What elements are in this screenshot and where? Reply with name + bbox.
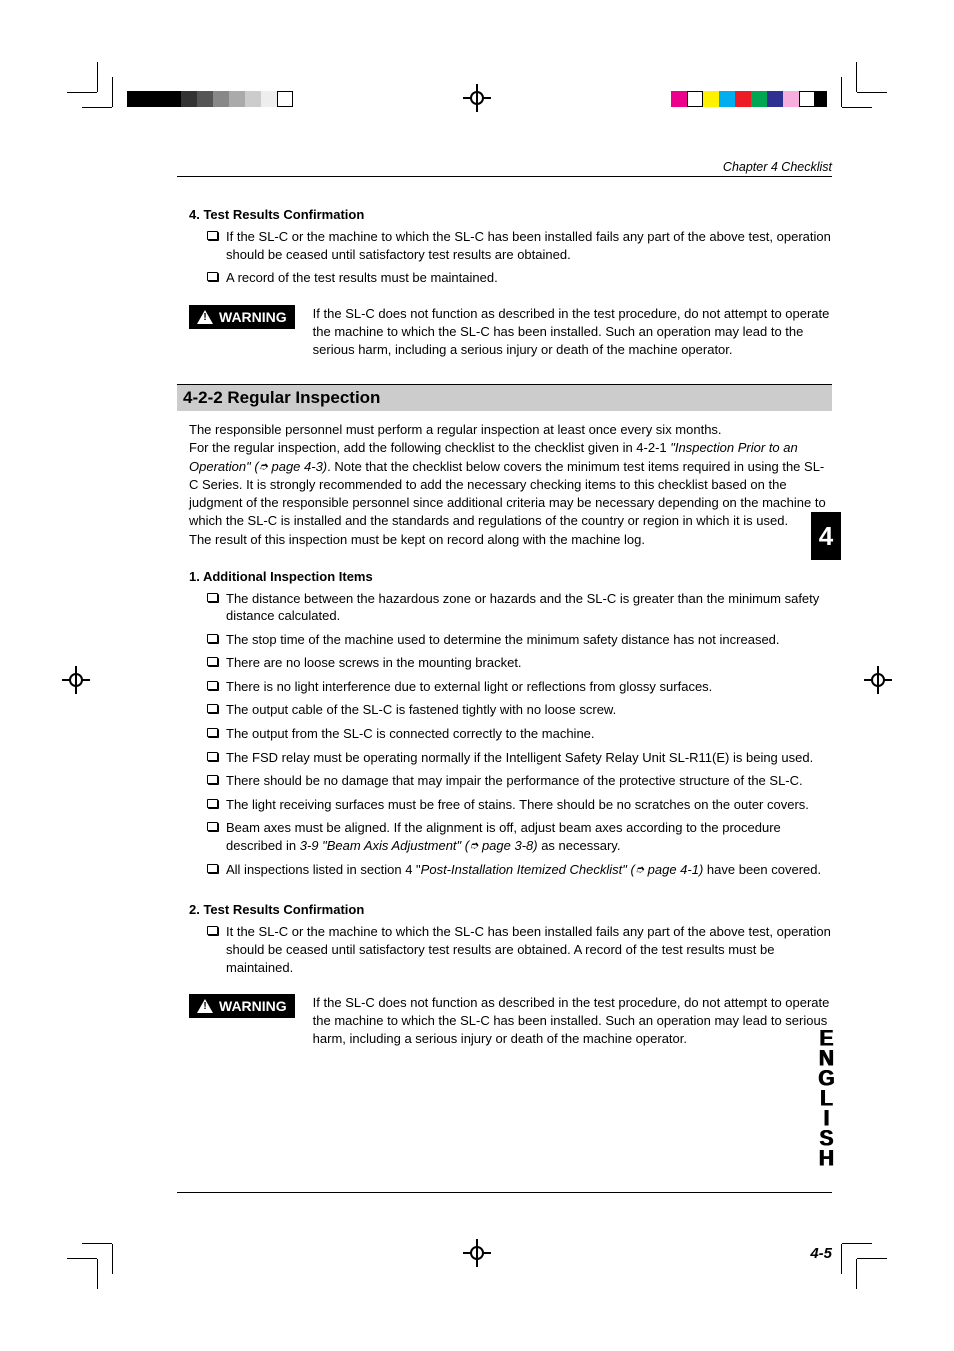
checklist-item: The distance between the hazardous zone …	[177, 590, 832, 625]
footer-rule	[177, 1192, 832, 1193]
warning-block: WARNING If the SL-C does not function as…	[189, 994, 832, 1049]
registration-mark-icon	[467, 88, 487, 108]
checkbox-icon	[207, 634, 218, 643]
checklist-text: Beam axes must be aligned. If the alignm…	[226, 819, 832, 854]
checklist-text: The light receiving surfaces must be fre…	[226, 796, 832, 814]
checklist-item: There should be no damage that may impai…	[177, 772, 832, 790]
registration-mark-icon	[868, 670, 888, 690]
english-tab: ENGLISH	[811, 1050, 841, 1142]
checklist-item: There are no loose screws in the mountin…	[177, 654, 832, 672]
warning-block: WARNING If the SL-C does not function as…	[189, 305, 832, 360]
page-number: 4-5	[810, 1245, 832, 1262]
checklist-item: The output from the SL-C is connected co…	[177, 725, 832, 743]
checkbox-icon	[207, 752, 218, 761]
checkbox-icon	[207, 822, 218, 831]
section-2-heading: 2. Test Results Confirmation	[177, 902, 832, 917]
checklist-text: There are no loose screws in the mountin…	[226, 654, 832, 672]
checkbox-icon	[207, 775, 218, 784]
registration-mark-icon	[66, 670, 86, 690]
warning-triangle-icon	[197, 310, 213, 324]
checklist-text: The output cable of the SL-C is fastened…	[226, 701, 832, 719]
checklist-text: All inspections listed in section 4 "Pos…	[226, 861, 832, 879]
warning-badge: WARNING	[189, 305, 295, 329]
checklist-item: Beam axes must be aligned. If the alignm…	[177, 819, 832, 854]
checkbox-icon	[207, 657, 218, 666]
checklist-item: The light receiving surfaces must be fre…	[177, 796, 832, 814]
checklist-text: It the SL-C or the machine to which the …	[226, 923, 832, 976]
warning-text: If the SL-C does not function as describ…	[313, 305, 832, 360]
warning-label: WARNING	[219, 309, 287, 325]
checklist-item: There is no light interference due to ex…	[177, 678, 832, 696]
checklist-text: The output from the SL-C is connected co…	[226, 725, 832, 743]
checklist-text: The stop time of the machine used to det…	[226, 631, 832, 649]
checklist-item: All inspections listed in section 4 "Pos…	[177, 861, 832, 879]
checkbox-icon	[207, 231, 218, 240]
checklist-text: There is no light interference due to ex…	[226, 678, 832, 696]
checkbox-icon	[207, 272, 218, 281]
checkbox-icon	[207, 728, 218, 737]
checkbox-icon	[207, 799, 218, 808]
chapter-header: Chapter 4 Checklist	[177, 160, 832, 177]
registration-mark-icon	[467, 1243, 487, 1263]
checkbox-icon	[207, 593, 218, 602]
color-bar-icon	[671, 91, 827, 107]
section-title: 4-2-2 Regular Inspection	[177, 384, 832, 411]
checkbox-icon	[207, 926, 218, 935]
warning-label: WARNING	[219, 998, 287, 1014]
grayscale-bar-icon	[127, 91, 293, 107]
section-1-heading: 1. Additional Inspection Items	[177, 569, 832, 584]
checkbox-icon	[207, 704, 218, 713]
warning-triangle-icon	[197, 999, 213, 1013]
checklist-text: A record of the test results must be mai…	[226, 269, 832, 287]
checklist-item: If the SL-C or the machine to which the …	[177, 228, 832, 263]
checkbox-icon	[207, 681, 218, 690]
section-4-heading: 4. Test Results Confirmation	[177, 207, 832, 222]
checklist-item: The stop time of the machine used to det…	[177, 631, 832, 649]
checklist-text: If the SL-C or the machine to which the …	[226, 228, 832, 263]
chapter-tab: 4	[811, 512, 841, 560]
checklist-item: The FSD relay must be operating normally…	[177, 749, 832, 767]
checklist-text: The distance between the hazardous zone …	[226, 590, 832, 625]
checkbox-icon	[207, 864, 218, 873]
checklist-text: The FSD relay must be operating normally…	[226, 749, 832, 767]
checklist-text: There should be no damage that may impai…	[226, 772, 832, 790]
checklist-item: It the SL-C or the machine to which the …	[177, 923, 832, 976]
warning-badge: WARNING	[189, 994, 295, 1018]
intro-paragraph: The responsible personnel must perform a…	[189, 421, 832, 549]
checklist-item: A record of the test results must be mai…	[177, 269, 832, 287]
warning-text: If the SL-C does not function as describ…	[313, 994, 832, 1049]
checklist-item: The output cable of the SL-C is fastened…	[177, 701, 832, 719]
